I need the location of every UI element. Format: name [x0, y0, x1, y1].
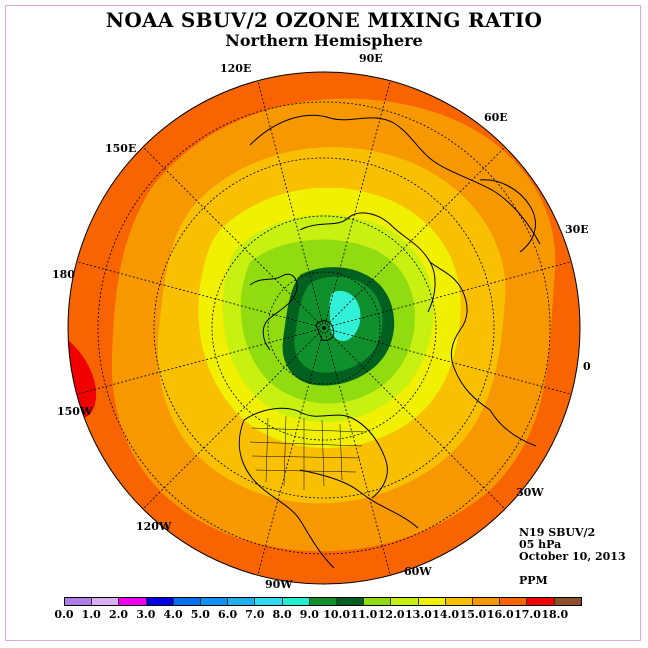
lon-label-0: 0 — [583, 360, 591, 373]
meridian-line — [323, 146, 506, 329]
us-state-lines — [249, 415, 366, 490]
lon-label-150w: 150W — [57, 405, 93, 418]
colorbar-segment — [500, 598, 528, 605]
colorbar — [64, 597, 582, 606]
colorbar-segment — [146, 598, 174, 605]
lon-label-90w: 90W — [265, 578, 293, 591]
colorbar-tick-label: 16.0 — [486, 608, 514, 621]
colorbar-tick-label: 7.0 — [245, 608, 265, 621]
meridian-line — [257, 327, 325, 576]
colorbar-tick-label: 0.0 — [54, 608, 74, 621]
meridian-line — [323, 80, 391, 329]
map-boundary — [67, 71, 581, 585]
colorbar-tick-label: 15.0 — [459, 608, 487, 621]
colorbar-tick-label: 4.0 — [163, 608, 183, 621]
colorbar-tick-label: 18.0 — [541, 608, 569, 621]
colorbar-tick-label: 1.0 — [81, 608, 101, 621]
colorbar-tick-label: 12.0 — [377, 608, 405, 621]
colorbar-segment — [201, 598, 229, 605]
latitude-circle-30 — [153, 157, 495, 499]
meridian-line — [323, 327, 572, 395]
colorbar-tick-label: 11.0 — [350, 608, 378, 621]
colorbar-tick-label: 6.0 — [218, 608, 238, 621]
latitude-circle-70 — [267, 271, 381, 385]
colorbar-segment — [554, 598, 581, 605]
lon-label-150e: 150E — [105, 142, 136, 155]
contour-8 — [329, 290, 361, 342]
colorbar-tick-label: 13.0 — [405, 608, 432, 621]
lon-label-180: 180 — [52, 268, 75, 281]
colorbar-segment — [473, 598, 501, 605]
coastlines — [238, 114, 541, 569]
meridian-line — [257, 80, 325, 329]
colorbar-tick-label: 14.0 — [432, 608, 460, 621]
colorbar-segment — [173, 598, 202, 605]
colorbar-segment — [282, 598, 310, 605]
colorbar-segment — [92, 598, 120, 605]
lon-label-60w: 60W — [404, 565, 432, 578]
meridian-line — [323, 327, 506, 510]
colorbar-segment — [255, 598, 283, 605]
longitude-labels: 120E 90E 60E 150E 30E 180 0 150W 30W 120… — [52, 52, 591, 591]
lon-label-120e: 120E — [220, 62, 251, 75]
lon-label-30w: 30W — [516, 486, 544, 499]
colorbar-segment — [309, 598, 338, 605]
map-subtitle: Northern Hemisphere — [225, 31, 423, 50]
meridian-line — [323, 327, 391, 576]
date-label: October 10, 2013 — [519, 550, 626, 563]
meridian-line — [323, 261, 572, 329]
colorbar-tick-label: 9.0 — [299, 608, 319, 621]
colorbar-tick-label: 2.0 — [108, 608, 129, 621]
latitude-circle-50 — [211, 215, 437, 441]
colorbar-tick-label: 8.0 — [272, 608, 292, 621]
colorbar-segment — [364, 598, 392, 605]
lon-label-30e: 30E — [565, 223, 589, 236]
meridian-line — [142, 327, 325, 510]
map-title: NOAA SBUV/2 OZONE MIXING RATIO — [105, 8, 543, 32]
colorbar-segment — [527, 598, 555, 605]
colorbar-segment — [119, 598, 147, 605]
figure-frame — [5, 5, 641, 641]
pressure-label: 05 hPa — [519, 538, 562, 551]
lon-label-60e: 60E — [484, 111, 508, 124]
colorbar-segment — [228, 598, 256, 605]
colorbar-tick-label: 17.0 — [514, 608, 541, 621]
lon-label-120w: 120W — [136, 520, 172, 533]
colorbar-tick-label: 3.0 — [136, 608, 156, 621]
graticule — [76, 80, 572, 576]
meridian-line — [142, 146, 325, 329]
colorbar-segment — [391, 598, 419, 605]
meridian-line — [76, 261, 325, 329]
colorbar-segment — [65, 598, 93, 605]
satellite-label: N19 SBUV/2 — [519, 526, 596, 539]
colorbar-tick-label: 5.0 — [190, 608, 210, 621]
meridian-line — [76, 327, 325, 395]
colorbar-segment — [445, 598, 474, 605]
latitude-circle-10 — [97, 101, 551, 555]
colorbar-tick-label: 10.0 — [323, 608, 351, 621]
lon-label-90e: 90E — [359, 52, 383, 65]
colorbar-segment — [337, 598, 365, 605]
colorbar-segment — [418, 598, 446, 605]
units-label: PPM — [519, 574, 548, 587]
